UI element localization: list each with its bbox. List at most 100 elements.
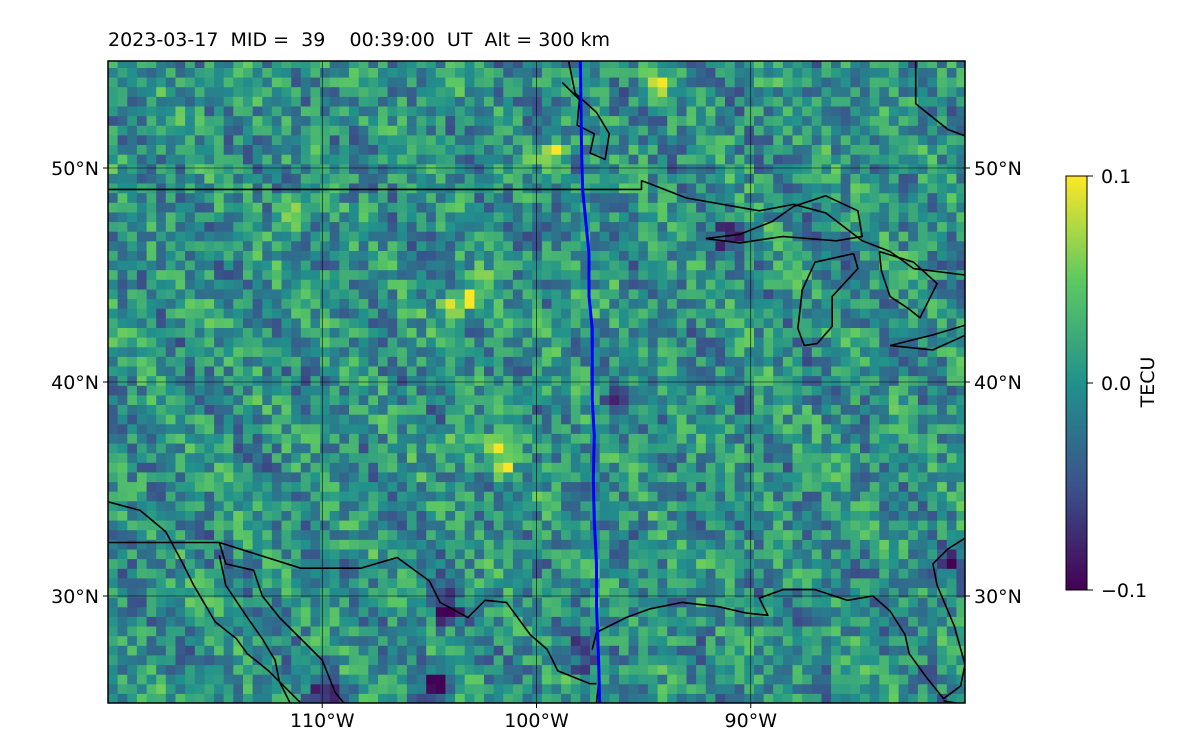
heatmap-cell [339, 173, 350, 184]
heatmap-cell [937, 462, 948, 473]
heatmap-cell [541, 173, 553, 184]
heatmap-cell [204, 163, 215, 174]
heatmap-cell [271, 269, 283, 280]
heatmap-cell [850, 385, 861, 396]
heatmap-cell [667, 443, 678, 454]
heatmap-cell [387, 269, 398, 280]
heatmap-cell [435, 481, 446, 492]
heatmap-cell [493, 548, 504, 560]
heatmap-cell [599, 394, 610, 405]
heatmap-cell [860, 481, 871, 492]
heatmap-cell [262, 568, 273, 579]
heatmap-cell [175, 211, 186, 223]
heatmap-cell [406, 510, 418, 521]
heatmap-cell [127, 597, 138, 608]
heatmap-cell [387, 221, 398, 232]
heatmap-cell [214, 173, 225, 184]
heatmap-cell [233, 664, 244, 675]
heatmap-cell [532, 548, 543, 560]
heatmap-cell [879, 414, 890, 425]
heatmap-cell [763, 693, 774, 703]
heatmap-cell [888, 443, 900, 454]
heatmap-cell [860, 462, 871, 473]
heatmap-cell [541, 221, 553, 232]
heatmap-cell [850, 404, 861, 415]
heatmap-cell [397, 520, 408, 531]
heatmap-cell [676, 558, 687, 569]
heatmap-cell [647, 365, 659, 377]
heatmap-cell [339, 433, 350, 444]
heatmap-cell [686, 308, 697, 319]
heatmap-cell [310, 327, 321, 338]
heatmap-cell [888, 298, 900, 309]
heatmap-cell [831, 500, 842, 511]
heatmap-cell [300, 683, 311, 694]
heatmap-cell [117, 577, 128, 588]
heatmap-cell [917, 288, 929, 300]
heatmap-cell [850, 423, 861, 434]
heatmap-cell [300, 192, 311, 203]
heatmap-cell [725, 606, 736, 617]
heatmap-cell [551, 558, 562, 569]
heatmap-cell [426, 298, 437, 309]
heatmap-cell [840, 231, 851, 242]
heatmap-cell [686, 577, 697, 588]
heatmap-cell [898, 520, 909, 531]
heatmap-cell [329, 221, 340, 232]
heatmap-cell [426, 558, 437, 569]
heatmap-cell [888, 577, 900, 588]
heatmap-cell [455, 491, 466, 502]
heatmap-cell [378, 481, 389, 492]
heatmap-cell [676, 211, 687, 223]
heatmap-cell [667, 365, 678, 377]
heatmap-cell [445, 481, 456, 492]
heatmap-cell [802, 491, 813, 502]
heatmap-cell [464, 529, 475, 540]
heatmap-cell [204, 433, 215, 444]
heatmap-cell [725, 414, 736, 425]
heatmap-cell [378, 202, 389, 213]
heatmap-cell [146, 163, 157, 174]
heatmap-cell [744, 173, 755, 184]
heatmap-cell [657, 414, 668, 425]
heatmap-cell [349, 654, 360, 666]
heatmap-cell [888, 597, 900, 608]
heatmap-cell [464, 414, 475, 425]
heatmap-cell [127, 394, 138, 405]
heatmap-cell [821, 298, 832, 309]
heatmap-cell [252, 231, 263, 242]
heatmap-cell [782, 510, 794, 521]
heatmap-cell [108, 260, 119, 271]
heatmap-cell [715, 308, 726, 319]
heatmap-cell [628, 539, 639, 550]
heatmap-cell [802, 317, 813, 328]
heatmap-cell [580, 520, 591, 531]
heatmap-cell [310, 365, 321, 377]
heatmap-cell [744, 327, 755, 338]
heatmap-cell [243, 260, 254, 271]
heatmap-cell [455, 452, 466, 463]
heatmap-cell [512, 183, 524, 194]
heatmap-cell [937, 635, 948, 646]
heatmap-cell [773, 693, 784, 703]
heatmap-cell [426, 443, 437, 454]
heatmap-cell [619, 548, 630, 560]
heatmap-cell [175, 202, 186, 213]
heatmap-cell [551, 404, 562, 415]
heatmap-cell [406, 635, 418, 646]
heatmap-cell [108, 365, 119, 377]
heatmap-cell [194, 269, 205, 280]
heatmap-cell [811, 462, 822, 473]
heatmap-cell [349, 597, 360, 608]
heatmap-cell [397, 269, 408, 280]
heatmap-cell [136, 635, 148, 646]
heatmap-cell [271, 693, 283, 703]
heatmap-cell [590, 626, 601, 637]
heatmap-cell [956, 664, 965, 675]
heatmap-cell [609, 269, 620, 280]
heatmap-cell [792, 394, 803, 405]
heatmap-cell [136, 211, 148, 223]
heatmap-cell [840, 375, 851, 386]
heatmap-cell [214, 423, 225, 434]
heatmap-cell [811, 404, 822, 415]
